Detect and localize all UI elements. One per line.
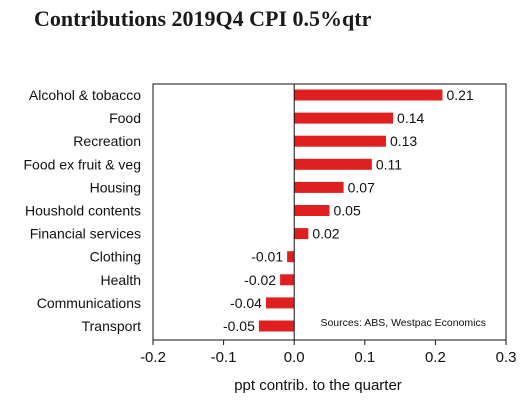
x-axis-label: ppt contrib. to the quarter: [234, 377, 402, 394]
bar: [265, 297, 295, 309]
category-label: Financial services: [30, 226, 141, 242]
category-label: Communications: [37, 295, 141, 311]
x-tick-label: 0.1: [354, 349, 375, 366]
bar: [294, 135, 386, 147]
chart-title: Contributions 2019Q4 CPI 0.5%qtr: [34, 6, 372, 31]
category-label: Clothing: [90, 249, 141, 265]
bar: [280, 274, 295, 286]
bar: [294, 112, 394, 124]
bar: [294, 181, 344, 193]
data-label: 0.14: [397, 110, 424, 126]
data-label: 0.11: [376, 156, 402, 172]
category-label: Health: [101, 272, 141, 288]
data-label: -0.05: [223, 318, 255, 334]
data-label: 0.21: [446, 87, 473, 103]
category-label: Transport: [82, 318, 142, 334]
data-label: 0.13: [390, 133, 417, 149]
x-tick-label: -0.2: [140, 349, 166, 366]
x-tick-label: 0.3: [496, 349, 517, 366]
bar: [294, 89, 443, 101]
data-label: -0.04: [230, 295, 262, 311]
category-label: Housing: [90, 179, 141, 195]
category-label: Food ex fruit & veg: [23, 156, 141, 172]
data-label: -0.02: [244, 272, 276, 288]
data-label: 0.07: [348, 179, 375, 195]
category-label: Food: [109, 110, 141, 126]
category-label: Alcohol & tobacco: [29, 87, 141, 103]
bar: [294, 228, 309, 240]
bar: [287, 251, 295, 263]
data-label: 0.02: [312, 226, 339, 242]
category-label: Recreation: [73, 133, 141, 149]
source-note: Sources: ABS, Westpac Economics: [320, 317, 486, 329]
plot-area-frame: [152, 83, 507, 341]
x-tick-label: 0.2: [425, 349, 446, 366]
bar: [294, 205, 330, 216]
x-tick-label: -0.1: [211, 349, 237, 366]
category-label: Houshold contents: [25, 203, 141, 219]
data-label: -0.01: [251, 249, 283, 265]
data-label: 0.05: [334, 203, 361, 219]
bar: [294, 158, 372, 170]
x-tick-label: 0.0: [284, 349, 305, 366]
bar: [258, 320, 295, 332]
